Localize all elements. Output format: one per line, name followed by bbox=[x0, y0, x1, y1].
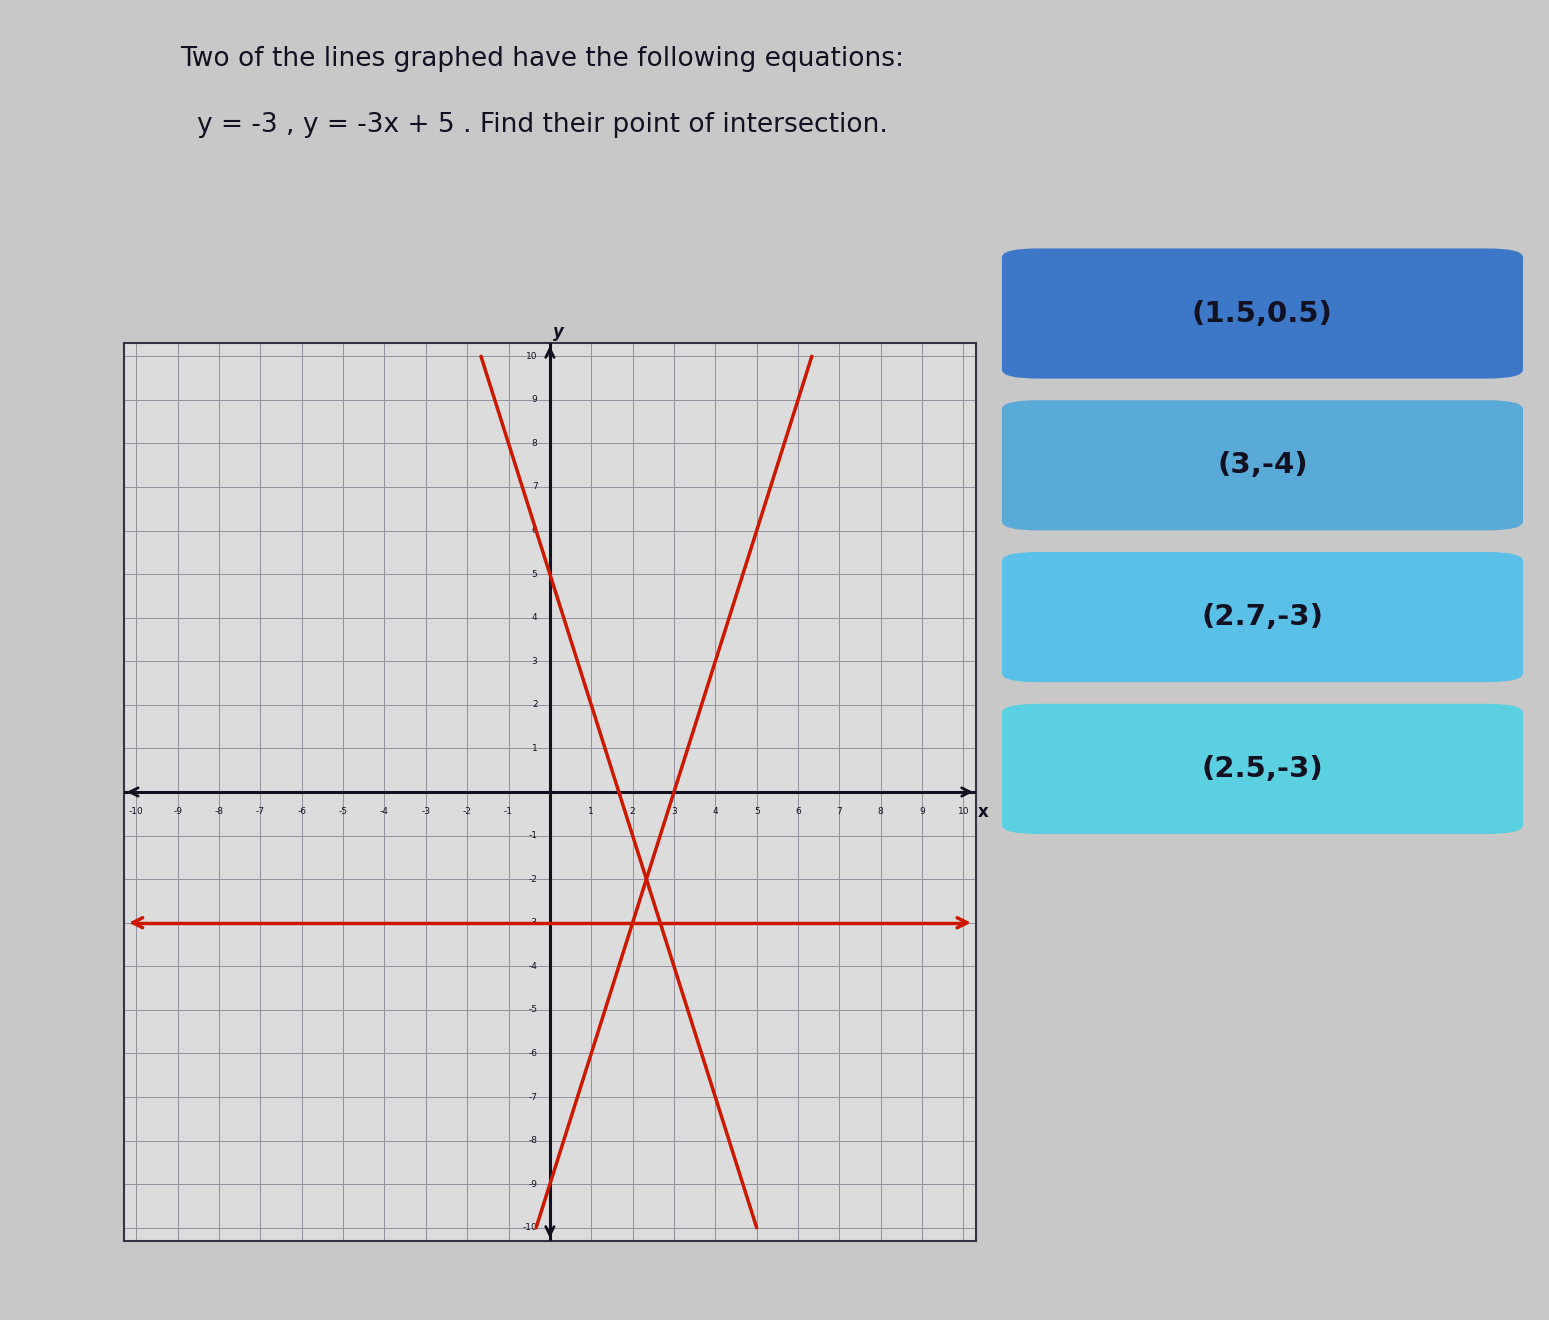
Text: 6: 6 bbox=[531, 527, 538, 535]
Text: 4: 4 bbox=[531, 614, 538, 622]
Text: 1: 1 bbox=[531, 744, 538, 752]
Text: 8: 8 bbox=[878, 808, 883, 816]
Text: -2: -2 bbox=[463, 808, 471, 816]
Text: -6: -6 bbox=[528, 1049, 538, 1057]
Text: y = -3 , y = -3x + 5 . Find their point of intersection.: y = -3 , y = -3x + 5 . Find their point … bbox=[197, 112, 888, 139]
Text: 6: 6 bbox=[795, 808, 801, 816]
Text: 8: 8 bbox=[531, 440, 538, 447]
Text: -3: -3 bbox=[421, 808, 431, 816]
Text: (1.5,0.5): (1.5,0.5) bbox=[1193, 300, 1332, 327]
Text: 2: 2 bbox=[531, 701, 538, 709]
Text: 2: 2 bbox=[630, 808, 635, 816]
Text: y: y bbox=[553, 323, 564, 341]
Text: Two of the lines graphed have the following equations:: Two of the lines graphed have the follow… bbox=[180, 46, 905, 73]
Text: -1: -1 bbox=[528, 832, 538, 840]
Text: -9: -9 bbox=[528, 1180, 538, 1188]
Text: 7: 7 bbox=[531, 483, 538, 491]
Text: -4: -4 bbox=[528, 962, 538, 970]
Text: -5: -5 bbox=[339, 808, 347, 816]
Text: -2: -2 bbox=[528, 875, 538, 883]
Text: -7: -7 bbox=[528, 1093, 538, 1101]
Text: -4: -4 bbox=[380, 808, 389, 816]
Text: 10: 10 bbox=[527, 351, 538, 360]
FancyBboxPatch shape bbox=[1002, 400, 1523, 531]
Text: 7: 7 bbox=[836, 808, 843, 816]
Text: (3,-4): (3,-4) bbox=[1218, 451, 1307, 479]
Text: (2.7,-3): (2.7,-3) bbox=[1202, 603, 1323, 631]
Text: 4: 4 bbox=[713, 808, 719, 816]
Text: 1: 1 bbox=[589, 808, 595, 816]
Text: -1: -1 bbox=[503, 808, 513, 816]
Text: 5: 5 bbox=[754, 808, 759, 816]
Text: -8: -8 bbox=[528, 1137, 538, 1144]
Text: (2.5,-3): (2.5,-3) bbox=[1202, 755, 1323, 783]
FancyBboxPatch shape bbox=[1002, 552, 1523, 682]
Text: -10: -10 bbox=[522, 1224, 538, 1233]
Text: 9: 9 bbox=[919, 808, 925, 816]
FancyBboxPatch shape bbox=[1002, 704, 1523, 834]
FancyBboxPatch shape bbox=[1002, 248, 1523, 379]
Text: -9: -9 bbox=[173, 808, 183, 816]
Text: -6: -6 bbox=[297, 808, 307, 816]
Text: 10: 10 bbox=[957, 808, 970, 816]
Text: -8: -8 bbox=[215, 808, 223, 816]
Text: -7: -7 bbox=[256, 808, 265, 816]
Text: -10: -10 bbox=[129, 808, 144, 816]
Text: 3: 3 bbox=[531, 657, 538, 665]
Text: -3: -3 bbox=[528, 919, 538, 927]
Text: 5: 5 bbox=[531, 570, 538, 578]
Text: 3: 3 bbox=[671, 808, 677, 816]
Text: 9: 9 bbox=[531, 396, 538, 404]
Text: x: x bbox=[977, 803, 988, 821]
Text: -5: -5 bbox=[528, 1006, 538, 1014]
